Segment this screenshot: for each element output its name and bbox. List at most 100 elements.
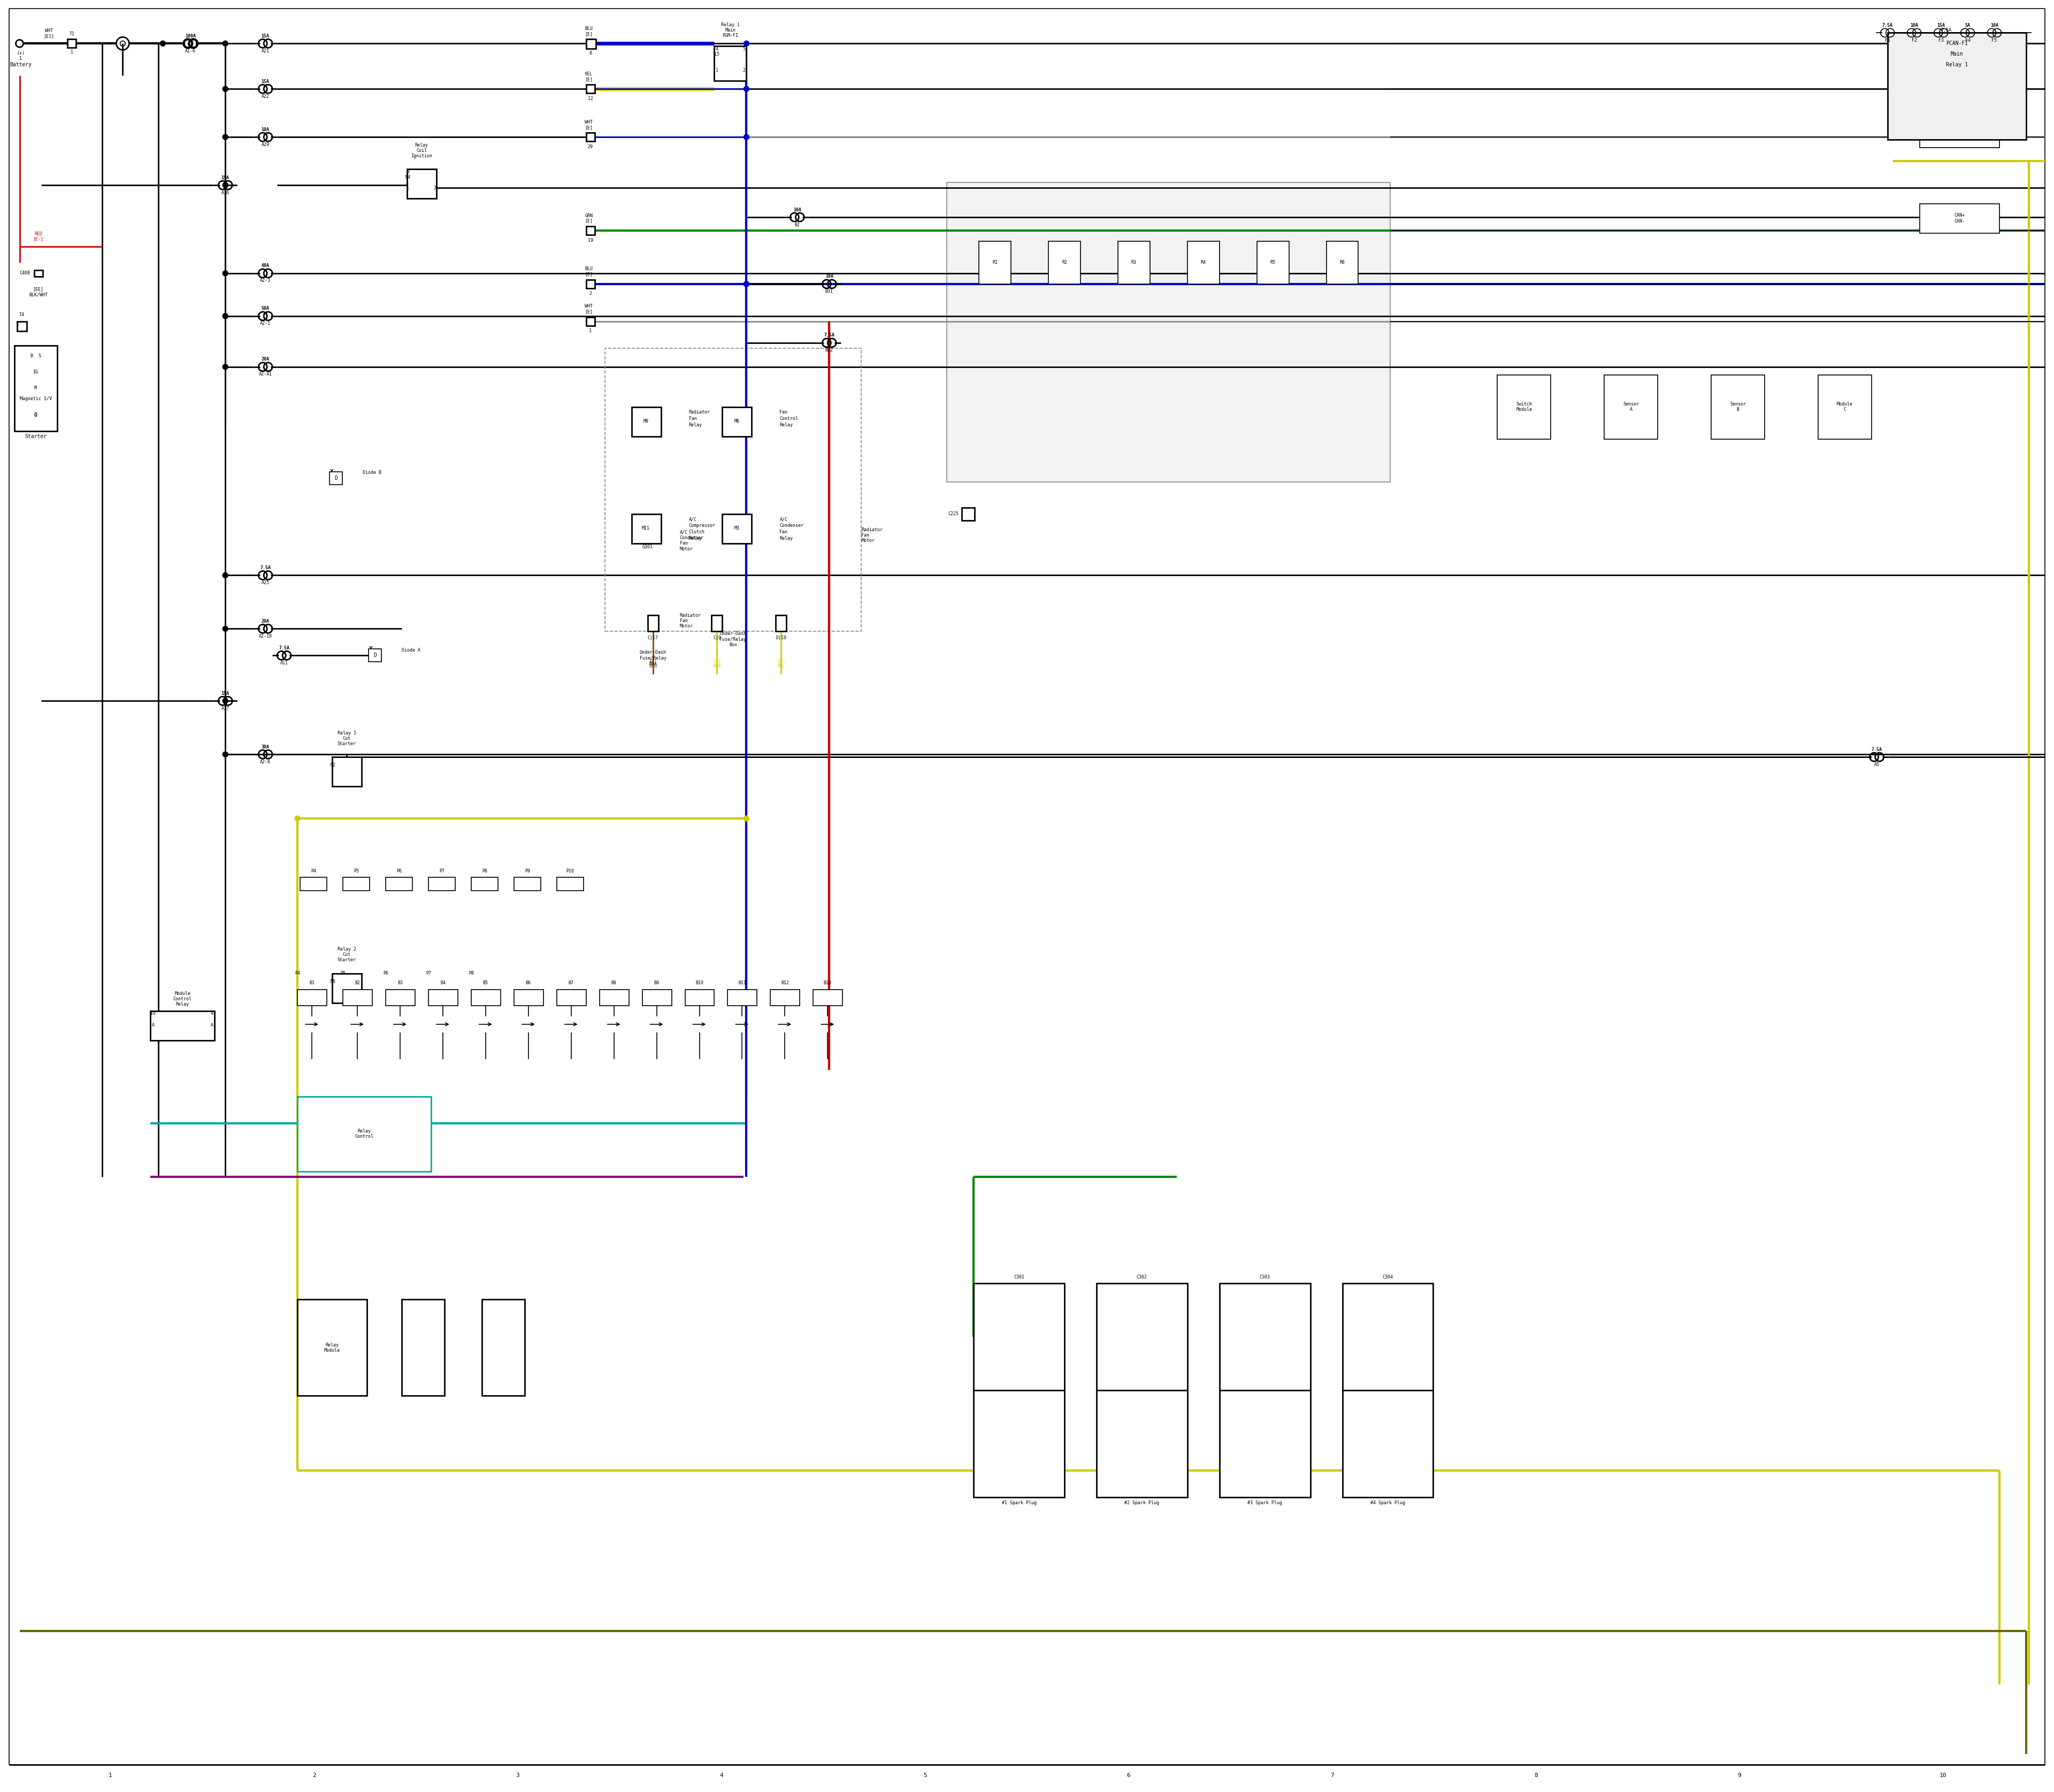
Text: Relay: Relay (688, 423, 702, 428)
Circle shape (222, 134, 228, 140)
Bar (1220, 1283, 1310, 1391)
Text: [E]: [E] (585, 219, 594, 224)
Text: Fan: Fan (781, 530, 787, 534)
Text: 1: 1 (715, 68, 719, 73)
Text: [E]: [E] (585, 310, 594, 314)
Text: Relay 1: Relay 1 (337, 731, 355, 735)
Text: 3: 3 (407, 170, 409, 174)
Text: A22: A22 (261, 93, 269, 99)
Bar (1818, 375, 1871, 439)
Bar (470, 878, 497, 891)
Text: Relay: Relay (688, 536, 702, 541)
Text: Starter: Starter (337, 742, 355, 745)
Text: 29: 29 (587, 143, 594, 149)
Text: [E]
YEL: [E] YEL (776, 658, 785, 668)
Text: 8: 8 (1534, 1772, 1538, 1778)
Text: A21: A21 (261, 48, 269, 54)
Bar (298, 1299, 368, 1396)
Text: Fan: Fan (688, 416, 696, 421)
Bar (1187, 242, 1220, 283)
Text: [EE]: [EE] (33, 287, 43, 292)
Bar (1920, 75, 2001, 106)
Text: R4: R4 (1202, 260, 1206, 265)
Text: B2: B2 (355, 980, 359, 986)
Text: 7.5A: 7.5A (261, 566, 271, 570)
Text: LAF+
LAF-: LAF+ LAF- (1953, 84, 1966, 95)
Text: 5: 5 (922, 1772, 926, 1778)
Text: P5: P5 (353, 869, 359, 873)
Bar (711, 615, 723, 631)
Text: P6: P6 (396, 869, 403, 873)
Text: P8: P8 (483, 869, 487, 873)
Text: 15A: 15A (222, 176, 230, 179)
Text: G301: G301 (643, 545, 653, 550)
Text: 5: 5 (741, 47, 746, 52)
Text: B9: B9 (653, 980, 659, 986)
Bar (386, 989, 415, 1005)
Text: 2: 2 (589, 292, 592, 296)
Text: CAN+
CAN-: CAN+ CAN- (1953, 213, 1966, 224)
Bar (1497, 375, 1551, 439)
Text: M: M (35, 385, 37, 391)
Bar (14, 346, 58, 432)
Text: Relay 1: Relay 1 (1945, 63, 1968, 68)
Text: A11: A11 (279, 661, 288, 665)
Circle shape (296, 815, 300, 821)
Text: A17: A17 (222, 706, 230, 711)
Text: M3: M3 (733, 525, 739, 530)
Text: [E-]: [E-] (33, 237, 43, 242)
Text: M11: M11 (643, 525, 649, 530)
Text: #3 Spark Plug: #3 Spark Plug (1247, 1500, 1282, 1505)
Text: B  S: B S (31, 353, 41, 358)
Text: YEL: YEL (585, 72, 594, 77)
Bar (813, 989, 842, 1005)
Text: GRN: GRN (585, 213, 594, 219)
Text: [E]: [E] (585, 32, 594, 36)
Text: R2: R2 (1062, 260, 1068, 265)
Text: R5: R5 (1269, 260, 1276, 265)
Bar (631, 407, 661, 435)
Circle shape (744, 815, 750, 821)
Bar (585, 84, 594, 93)
Text: C304: C304 (1382, 1274, 1393, 1279)
Text: B1: B1 (310, 980, 314, 986)
Text: Radiator
Fan
Motor: Radiator Fan Motor (861, 527, 883, 543)
Text: Under-Dash
Fuse/Relay
Box: Under-Dash Fuse/Relay Box (639, 650, 665, 667)
Text: [E]: [E] (585, 272, 594, 276)
Text: M6: M6 (331, 978, 337, 984)
Text: 7.5A: 7.5A (279, 645, 290, 650)
Text: Main: Main (725, 27, 735, 32)
Text: 15A: 15A (1937, 23, 1945, 27)
Bar (1343, 1283, 1434, 1391)
Text: B10: B10 (696, 980, 702, 986)
Text: 2: 2 (312, 1772, 316, 1778)
Text: A5: A5 (1873, 762, 1879, 767)
Text: 20A: 20A (261, 618, 269, 624)
Text: P4: P4 (310, 869, 316, 873)
Text: C|17: C|17 (647, 636, 657, 640)
Text: BLU: BLU (585, 267, 594, 271)
Text: 2: 2 (741, 68, 746, 73)
Text: T1: T1 (70, 32, 74, 36)
Text: R6: R6 (1339, 260, 1345, 265)
Text: B7: B7 (569, 980, 573, 986)
Text: B12: B12 (781, 980, 789, 986)
Text: M9: M9 (643, 419, 649, 423)
Text: D|10: D|10 (776, 636, 787, 640)
Text: 30A: 30A (261, 744, 269, 749)
Text: 15A: 15A (261, 79, 269, 84)
Text: 100A: 100A (185, 34, 195, 38)
Circle shape (744, 134, 750, 140)
Text: R3: R3 (1132, 260, 1136, 265)
Bar (1920, 118, 2001, 147)
Text: M4: M4 (405, 174, 411, 179)
Text: Sensor
A: Sensor A (1623, 401, 1639, 412)
Bar (483, 1299, 524, 1396)
Bar (1097, 1283, 1187, 1391)
Text: 10A: 10A (826, 274, 834, 280)
Text: A: A (152, 1023, 154, 1029)
Text: Fan: Fan (781, 410, 787, 414)
Text: C302: C302 (1136, 1274, 1148, 1279)
Bar (776, 615, 787, 631)
Circle shape (222, 314, 228, 319)
